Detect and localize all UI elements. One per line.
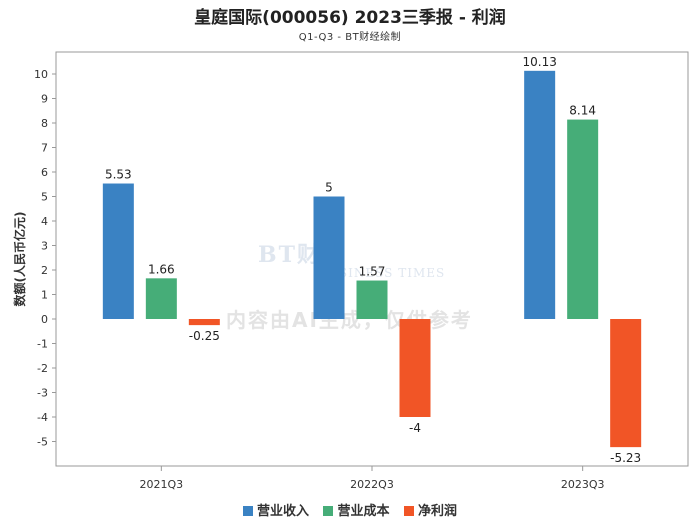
bar-chart: 109876543210-1-2-3-4-5数额(人民币亿元)2021Q35.5… xyxy=(12,51,689,491)
y-axis-title: 数额(人民币亿元) xyxy=(12,212,27,307)
y-tick-label: -4 xyxy=(37,411,48,424)
x-tick-label: 2023Q3 xyxy=(561,478,605,491)
data-label: -0.25 xyxy=(189,329,220,343)
bar[interactable] xyxy=(102,183,134,319)
data-label: 5 xyxy=(325,181,333,195)
legend-item-net-profit[interactable]: 净利润 xyxy=(404,500,457,519)
data-label: -5.23 xyxy=(610,451,641,465)
x-tick-label: 2021Q3 xyxy=(140,478,184,491)
y-tick-label: -1 xyxy=(37,338,48,351)
data-label: 8.14 xyxy=(569,104,596,118)
watermark-brand-en: BUSINESS TIMES xyxy=(318,266,446,280)
data-label: 5.53 xyxy=(105,168,132,182)
legend-swatch-net-profit xyxy=(404,506,415,516)
legend-item-cost[interactable]: 营业成本 xyxy=(323,500,390,519)
y-tick-label: -5 xyxy=(37,436,48,449)
legend-label-cost: 营业成本 xyxy=(337,504,390,519)
y-tick-label: 6 xyxy=(41,166,48,179)
y-tick-label: 4 xyxy=(41,215,48,228)
legend-label-revenue: 营业收入 xyxy=(256,504,309,519)
legend-swatch-cost xyxy=(323,506,334,516)
y-tick-label: 7 xyxy=(41,142,48,155)
y-tick-label: 2 xyxy=(41,264,48,277)
y-tick-label: -2 xyxy=(37,362,48,375)
chart-title: 皇庭国际(000056) 2023三季报 - 利润 xyxy=(194,8,506,28)
bar[interactable] xyxy=(399,319,431,417)
data-label: -4 xyxy=(409,421,421,435)
y-tick-label: 5 xyxy=(41,191,48,204)
y-tick-label: 8 xyxy=(41,117,48,130)
y-tick-label: 9 xyxy=(41,93,48,106)
y-tick-label: 10 xyxy=(34,68,48,81)
x-tick-label: 2022Q3 xyxy=(350,478,394,491)
chart-subtitle: Q1-Q3 - BT财经绘制 xyxy=(298,32,402,43)
bar[interactable] xyxy=(524,70,556,319)
legend: 营业收入 营业成本 净利润 xyxy=(0,500,700,519)
bar[interactable] xyxy=(567,119,599,319)
bar[interactable] xyxy=(356,280,388,319)
bar[interactable] xyxy=(188,319,220,326)
y-tick-label: 0 xyxy=(41,313,48,326)
bar[interactable] xyxy=(313,196,345,320)
bar[interactable] xyxy=(145,278,177,319)
data-label: 1.57 xyxy=(359,265,386,279)
data-label: 10.13 xyxy=(522,55,556,69)
y-tick-label: -3 xyxy=(37,387,48,400)
y-tick-label: 3 xyxy=(41,240,48,253)
y-tick-label: 1 xyxy=(41,289,48,302)
data-label: 1.66 xyxy=(148,262,175,276)
legend-item-revenue[interactable]: 营业收入 xyxy=(242,500,309,519)
legend-label-net-profit: 净利润 xyxy=(418,504,458,519)
legend-swatch-revenue xyxy=(242,506,253,516)
bar[interactable] xyxy=(610,319,642,448)
